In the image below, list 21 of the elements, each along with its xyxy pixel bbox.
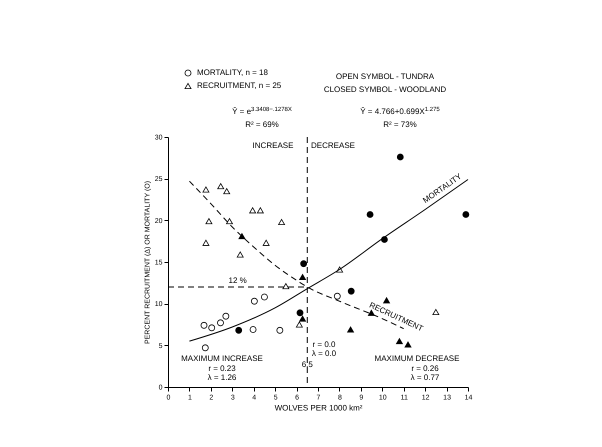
annotation: λ = 0.77	[410, 373, 440, 382]
text: Ŷ = e$^{3.3408−.1278X}$	[232, 106, 292, 116]
annotation: MAXIMUM DECREASE	[374, 354, 460, 363]
annotation: MAXIMUM INCREASE	[181, 354, 263, 363]
annotation: DECREASE	[310, 141, 356, 150]
ref-line-label: 12 %	[228, 276, 247, 285]
legend-label: MORTALITY, n = 18	[197, 68, 268, 77]
annotation: INCREASE	[252, 141, 294, 150]
text: R² = 69%	[245, 120, 279, 129]
annotation: λ = 0.0	[312, 349, 337, 358]
annotation: r = 0.26	[411, 364, 440, 373]
x-axis-title: WOLVES PER 1000 km²	[274, 404, 363, 412]
annotation: r = 0.0	[312, 340, 336, 349]
annotation: r = 0.23	[208, 364, 236, 373]
ref-line-label: 6.5	[302, 360, 314, 369]
text: Ŷ = 4.766+0.699X$^{1.275}$	[360, 106, 440, 116]
text: OPEN SYMBOL - TUNDRA	[336, 72, 435, 81]
legend-label: RECRUITMENT, n = 25	[197, 81, 282, 90]
text: CLOSED SYMBOL - WOODLAND	[324, 85, 446, 94]
text: R² = 73%	[383, 120, 417, 129]
annotation: λ = 1.26	[208, 373, 237, 382]
